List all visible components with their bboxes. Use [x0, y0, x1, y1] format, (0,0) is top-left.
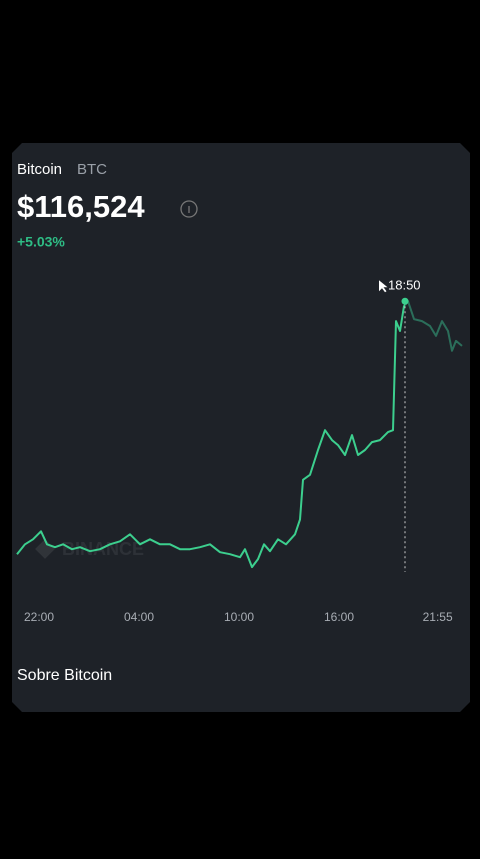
x-tick-label: 22:00	[24, 610, 54, 624]
price-line	[16, 300, 463, 569]
coin-symbol: BTC	[77, 161, 107, 178]
cursor-time: 18:50	[388, 278, 421, 293]
x-tick-label: 16:00	[324, 610, 354, 624]
card	[12, 143, 470, 712]
price-change: +5.03%	[17, 234, 65, 250]
info-icon[interactable]	[180, 200, 198, 218]
about-link[interactable]: Sobre Bitcoin	[17, 667, 112, 684]
x-tick-label: 10:00	[224, 610, 254, 624]
cursor-icon	[379, 280, 388, 293]
x-tick-label: 04:00	[124, 610, 154, 624]
coin-name: Bitcoin	[17, 161, 62, 178]
x-tick-label: 21:55	[423, 610, 453, 624]
cursor-dot	[401, 297, 409, 305]
price: $116,524	[17, 189, 145, 224]
